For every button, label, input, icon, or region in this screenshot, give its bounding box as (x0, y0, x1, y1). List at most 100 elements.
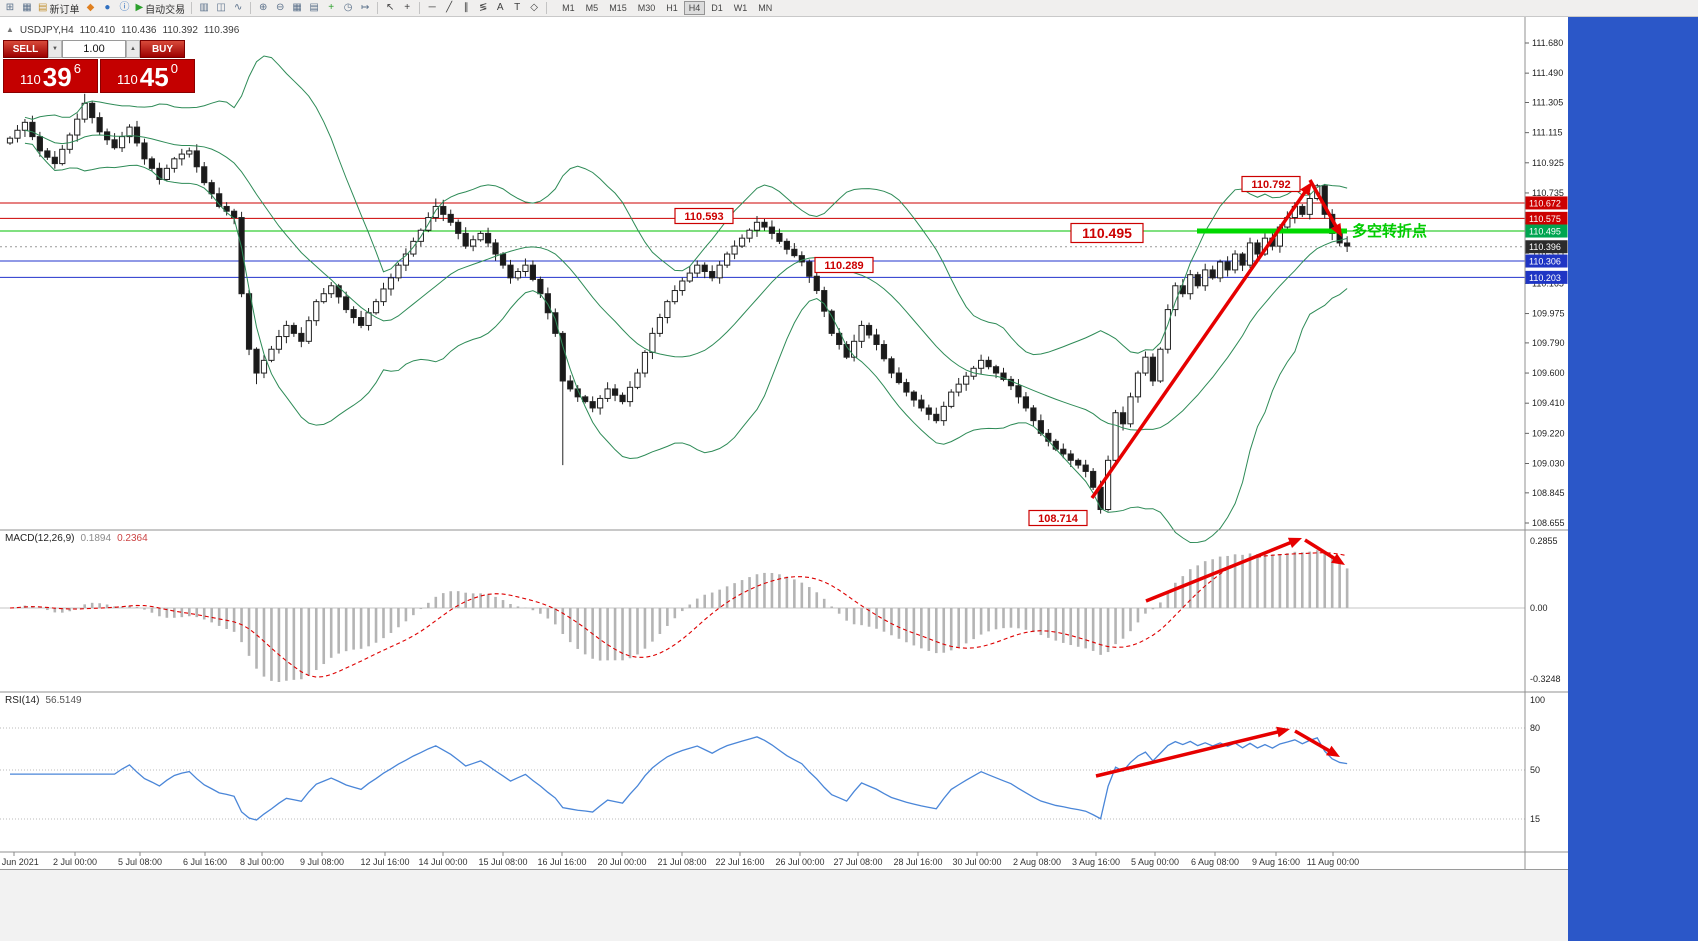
timeframe-d1[interactable]: D1 (711, 3, 723, 13)
trendline-icon[interactable]: ╱ (446, 2, 453, 13)
chart-window[interactable]: 111.680 111.490 111.305 111.115 110.925 110.7… (0, 17, 1568, 869)
timeframe-mn[interactable]: MN (758, 3, 773, 13)
autotrade-button[interactable]: ▶ 自动交易 (135, 2, 186, 16)
candle-chart-type-icon[interactable]: ◫ (216, 2, 226, 13)
rsi-value: 56.5149 (45, 695, 82, 706)
shapes-icon[interactable]: ◇ (530, 2, 538, 13)
macd-indicator (0, 550, 1525, 682)
svg-text:26 Jul 00:00: 26 Jul 00:00 (775, 857, 824, 867)
buy-price-pip: 0 (170, 61, 178, 76)
toolbar-separator (546, 2, 548, 14)
svg-text:16 Jul 16:00: 16 Jul 16:00 (537, 857, 586, 867)
tile-windows-icon[interactable]: ▦ (292, 2, 302, 13)
toolbar-separator (377, 2, 379, 14)
timeframe-m30[interactable]: M30 (637, 3, 656, 13)
symbol-ohlc-header: ▲ USDJPY,H4 110.410 110.436 110.392 110.… (6, 25, 239, 36)
terminal-icon[interactable]: ● (104, 2, 111, 13)
svg-text:3 Aug 16:00: 3 Aug 16:00 (1072, 857, 1120, 867)
panel-dividers (0, 17, 1568, 869)
svg-text:6 Jul 16:00: 6 Jul 16:00 (183, 857, 227, 867)
crosshair-icon[interactable]: + (404, 2, 411, 13)
rsi-indicator (0, 727, 1525, 821)
sell-button[interactable]: SELL (3, 40, 48, 58)
zoom-out-icon[interactable]: ⊖ (275, 2, 285, 13)
svg-text:22 Jul 16:00: 22 Jul 16:00 (715, 857, 764, 867)
svg-text:30 Jul 00:00: 30 Jul 00:00 (952, 857, 1001, 867)
trend-arrows[interactable] (1090, 179, 1345, 778)
auto-arrange-icon[interactable]: ▤ (309, 2, 319, 13)
svg-text:15: 15 (1530, 814, 1540, 824)
svg-text:111.305: 111.305 (1532, 98, 1563, 108)
svg-text:111.115: 111.115 (1532, 128, 1563, 138)
profiles-icon[interactable]: ▦ (22, 2, 32, 13)
svg-text:21 Jul 08:00: 21 Jul 08:00 (657, 857, 706, 867)
text-icon[interactable]: A (496, 2, 504, 13)
one-click-trading-panel: SELL ▼ ▲ BUY 110 39 6 110 45 0 (3, 40, 195, 93)
svg-text:20 Jul 00:00: 20 Jul 00:00 (597, 857, 646, 867)
svg-text:110.396: 110.396 (1529, 242, 1561, 252)
svg-text:0.2855: 0.2855 (1530, 536, 1558, 546)
price-annotations[interactable]: 110.792 110.593 110.495 110.289 108.714 (674, 175, 1301, 527)
buy-button[interactable]: BUY (140, 40, 185, 58)
chart-canvas[interactable]: 111.680 111.490 111.305 111.115 110.925 110.7… (0, 17, 1568, 869)
period-icon[interactable]: ◷ (343, 2, 353, 13)
svg-text:27 Jul 08:00: 27 Jul 08:00 (833, 857, 882, 867)
toolbar-separator (419, 2, 421, 14)
svg-text:110.575: 110.575 (1529, 214, 1561, 224)
window-background (1568, 17, 1698, 941)
svg-text:2 Jul 00:00: 2 Jul 00:00 (53, 857, 97, 867)
svg-text:110.925: 110.925 (1532, 158, 1564, 168)
svg-text:110.495: 110.495 (1529, 227, 1561, 237)
close-value: 110.396 (203, 25, 240, 36)
svg-text:109.975: 109.975 (1532, 309, 1565, 319)
svg-text:6 Aug 08:00: 6 Aug 08:00 (1191, 857, 1239, 867)
fibonacci-icon[interactable]: ≶ (478, 2, 488, 13)
price-scale[interactable]: 111.680 111.490 111.305 111.115 110.925 110.7… (1525, 38, 1568, 824)
indicators-icon[interactable]: + (328, 2, 335, 13)
timeframe-h1[interactable]: H1 (666, 3, 678, 13)
timeframe-h4[interactable]: H4 (683, 1, 706, 15)
bar-chart-type-icon[interactable]: ▥ (199, 2, 209, 13)
new-order-button[interactable]: ▤ 新订单 (38, 2, 80, 16)
turning-point-label: 多空转折点 (1352, 222, 1427, 240)
svg-text:80: 80 (1530, 723, 1540, 733)
svg-text:108.714: 108.714 (1038, 513, 1079, 525)
volume-input[interactable] (62, 40, 126, 58)
svg-text:100: 100 (1530, 695, 1545, 705)
low-value: 110.392 (162, 25, 198, 36)
new-chart-icon[interactable]: ⊞ (5, 2, 15, 13)
svg-text:108.655: 108.655 (1532, 518, 1565, 528)
svg-text:110.593: 110.593 (684, 211, 723, 223)
turning-point-line[interactable]: 多空转折点 (1197, 222, 1427, 240)
rsi-name: RSI(14) (5, 695, 40, 706)
hline-icon[interactable]: ─ (428, 2, 436, 13)
buy-price-button[interactable]: 110 45 0 (100, 59, 195, 93)
volume-up-button[interactable]: ▲ (126, 40, 140, 58)
svg-text:11 Aug 00:00: 11 Aug 00:00 (1307, 857, 1359, 867)
macd-main-value: 0.1894 (80, 533, 112, 544)
volume-down-button[interactable]: ▼ (48, 40, 62, 58)
buy-price-main: 45 (139, 61, 169, 92)
svg-text:109.220: 109.220 (1532, 428, 1565, 438)
zoom-in-icon[interactable]: ⊕ (258, 2, 268, 13)
info-icon[interactable]: ⓘ (119, 2, 130, 13)
timeframe-m1[interactable]: M1 (562, 3, 575, 13)
sell-price-button[interactable]: 110 39 6 (3, 59, 98, 93)
svg-text:109.790: 109.790 (1532, 338, 1565, 348)
timeframe-m15[interactable]: M15 (609, 3, 627, 13)
cursor-icon[interactable]: ↖ (385, 2, 395, 13)
svg-text:0.00: 0.00 (1530, 603, 1548, 613)
label-icon[interactable]: T (514, 2, 521, 13)
line-chart-type-icon[interactable]: ∿ (233, 2, 243, 13)
open-value: 110.410 (79, 25, 116, 36)
timeframe-m5[interactable]: M5 (585, 3, 599, 13)
timeframe-toolbar: M1 M5 M15 M30 H1 H4 D1 W1 MN (557, 1, 777, 15)
channel-icon[interactable]: ∥ (463, 2, 469, 13)
macd-label: MACD(12,26,9) 0.1894 0.2364 (5, 533, 148, 544)
time-axis[interactable]: 30 Jun 2021 2 Jul 00:00 5 Jul 08:00 6 Jul 1… (0, 852, 1359, 867)
svg-text:109.410: 109.410 (1532, 398, 1565, 408)
shift-chart-icon[interactable]: ↦ (360, 2, 370, 13)
timeframe-w1[interactable]: W1 (733, 3, 748, 13)
metaquotes-icon[interactable]: ◆ (86, 2, 95, 13)
